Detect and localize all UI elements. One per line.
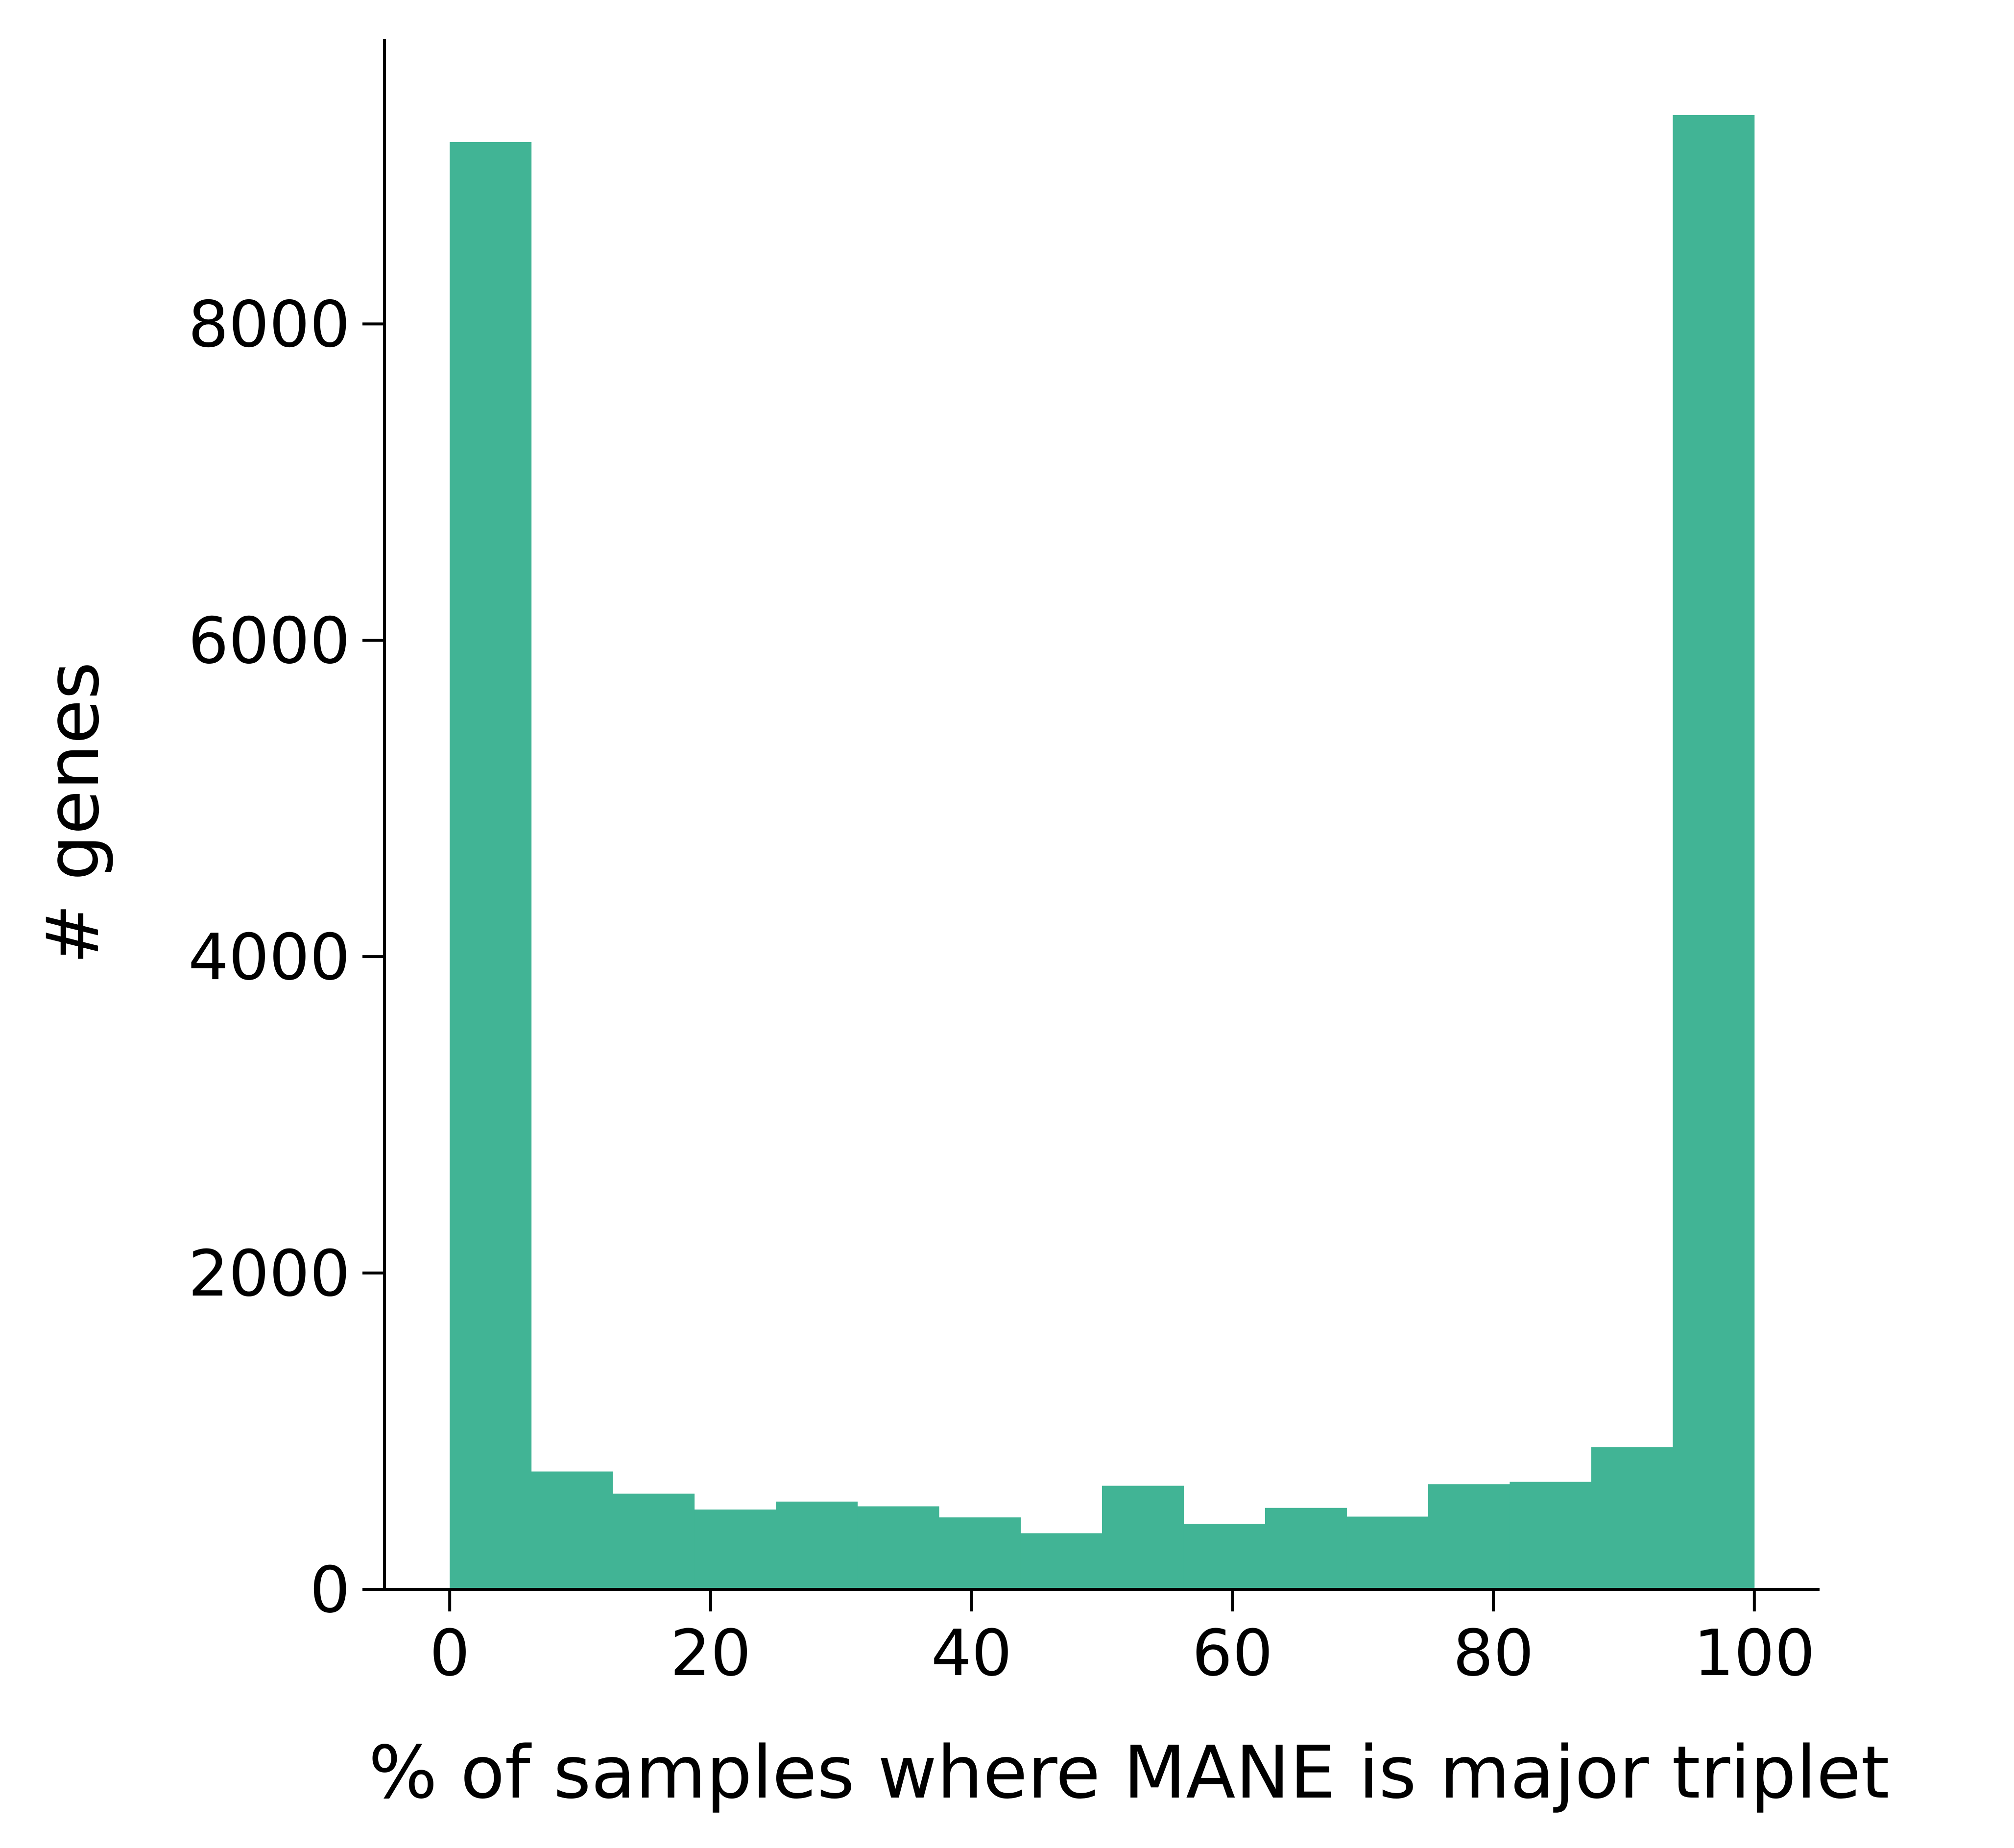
histogram-bar-15	[1673, 115, 1755, 1589]
histogram-bar-6	[939, 1517, 1021, 1589]
x-axis-label: % of samples where MANE is major triplet	[368, 1730, 1889, 1815]
x-tick-label: 80	[1453, 1616, 1534, 1690]
y-tick-label: 6000	[188, 603, 350, 678]
x-tick-label: 40	[931, 1616, 1012, 1690]
histogram-bar-5	[857, 1506, 939, 1589]
histogram-bar-14	[1591, 1447, 1673, 1589]
histogram-bar-7	[1020, 1533, 1103, 1589]
y-axis-label: # genes	[31, 662, 115, 964]
y-tick-label: 0	[310, 1553, 350, 1627]
histogram-bar-13	[1510, 1482, 1592, 1589]
y-tick-label: 2000	[188, 1236, 350, 1311]
x-axis-ticks: 0 20 40 60 80 100	[430, 1589, 1815, 1690]
histogram-bar-3	[694, 1509, 776, 1589]
x-tick-label: 20	[670, 1616, 751, 1690]
y-tick-label: 8000	[188, 287, 350, 361]
histogram-bar-0	[450, 142, 532, 1590]
histogram-bars	[450, 115, 1755, 1590]
histogram-bar-9	[1183, 1523, 1266, 1589]
histogram-bar-12	[1428, 1484, 1510, 1589]
histogram-bar-8	[1102, 1486, 1184, 1589]
x-tick-label: 0	[430, 1616, 470, 1690]
x-tick-label: 60	[1192, 1616, 1273, 1690]
y-axis-ticks: 0 2000 4000 6000 8000	[188, 287, 384, 1627]
histogram-bar-11	[1346, 1516, 1429, 1589]
histogram-bar-2	[613, 1493, 695, 1589]
x-tick-label: 100	[1694, 1616, 1815, 1690]
histogram-bar-10	[1265, 1508, 1347, 1589]
chart-axes	[383, 39, 1820, 1591]
y-tick-label: 4000	[188, 920, 350, 994]
histogram-bar-1	[531, 1471, 613, 1589]
histogram-bar-4	[776, 1501, 858, 1589]
